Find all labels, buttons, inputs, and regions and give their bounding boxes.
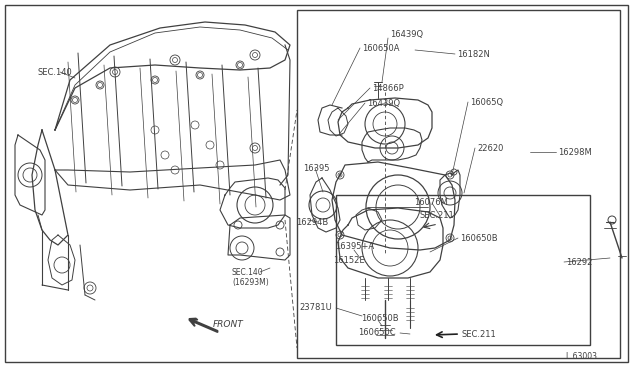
Text: 160650B: 160650B (361, 314, 399, 323)
Text: SEC.211: SEC.211 (462, 330, 497, 339)
Text: FRONT: FRONT (213, 320, 244, 329)
Text: 22620: 22620 (477, 144, 504, 153)
Text: SEC.140: SEC.140 (38, 68, 73, 77)
Text: 16439Q: 16439Q (390, 30, 423, 39)
Text: 16439Q: 16439Q (367, 99, 400, 108)
Text: 14866P: 14866P (372, 84, 404, 93)
Text: 16292: 16292 (566, 258, 593, 267)
Text: 16395+A: 16395+A (335, 242, 374, 251)
Text: 160650B: 160650B (460, 234, 498, 243)
Text: 160650A: 160650A (362, 44, 399, 53)
Bar (336, 195, 590, 345)
Text: 160650C: 160650C (358, 328, 396, 337)
Text: SEC.140: SEC.140 (232, 268, 264, 277)
Bar (297, 10, 620, 358)
Text: (16293M): (16293M) (232, 278, 269, 287)
Text: SEC.211: SEC.211 (420, 211, 455, 220)
Text: 16076M: 16076M (414, 198, 448, 207)
Text: 16298M: 16298M (558, 148, 592, 157)
Text: L 63003: L 63003 (566, 352, 597, 361)
Text: 16152E: 16152E (333, 256, 365, 265)
Text: 23781U: 23781U (299, 303, 332, 312)
Text: 16395: 16395 (303, 164, 330, 173)
Text: 16065Q: 16065Q (470, 98, 503, 107)
Text: 16182N: 16182N (457, 50, 490, 59)
Text: 16294B: 16294B (296, 218, 328, 227)
